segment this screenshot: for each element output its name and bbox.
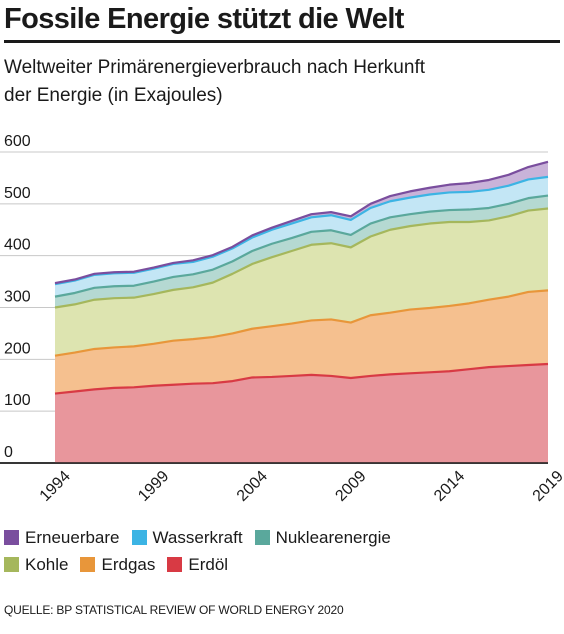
x-tick-label: 2009 <box>332 468 369 505</box>
y-tick-label: 100 <box>4 392 31 409</box>
y-tick-label: 200 <box>4 340 31 357</box>
legend-swatch <box>80 557 96 572</box>
legend-swatch <box>4 557 19 572</box>
legend-row: Kohle Erdgas Erdöl <box>4 551 560 578</box>
legend-swatch <box>131 530 147 545</box>
line-kohle <box>54 207 549 309</box>
area-erneuerbare <box>55 161 548 285</box>
area-wasserkraft <box>55 176 548 297</box>
y-tick-label: 0 <box>4 444 13 461</box>
legend-item: Erdgas <box>80 555 155 575</box>
legend: Erneuerbare Wasserkraft Nuklearenergie Kohl… <box>4 524 560 578</box>
source-note: QUELLE: BP STATISTICAL REVIEW OF WORLD E… <box>4 603 344 617</box>
area-chart: 0 100 200 300 400 500 600 1994 1999 2004 2009 2014… <box>0 133 564 505</box>
legend-item: Erdöl <box>167 555 228 575</box>
legend-item: Kohle <box>4 555 68 575</box>
legend-item: Nuklearenergie <box>254 527 391 548</box>
subtitle-line-1: Weltweiter Primärenergieverbrauch nach H… <box>4 57 425 78</box>
legend-swatch <box>4 530 19 545</box>
legend-label: Kohle <box>25 554 69 574</box>
x-tick-label: 2004 <box>234 468 271 505</box>
line-erdoel <box>54 362 549 395</box>
area-erdoel <box>55 363 548 463</box>
area-kohle <box>55 208 548 356</box>
legend-label: Erneuerbare <box>25 527 120 547</box>
legend-label: Wasserkraft <box>152 527 243 547</box>
stacked-areas <box>0 160 549 464</box>
legend-label: Erdöl <box>188 554 229 574</box>
subtitle-line-2: der Energie (in Exajoules) <box>4 85 223 106</box>
legend-label: Erdgas <box>101 554 156 574</box>
chart-subtitle: Weltweiter Primärenergieverbrauch nach H… <box>4 54 524 110</box>
y-tick-label: 500 <box>4 185 31 202</box>
y-axis-tick-labels: 0 100 200 300 400 500 600 <box>4 133 31 461</box>
y-tick-label: 400 <box>4 237 31 254</box>
y-tick-label: 300 <box>4 289 31 306</box>
line-nuklearenergie <box>54 194 549 298</box>
legend-label: Nuklearenergie <box>275 527 391 547</box>
legend-item: Wasserkraft <box>131 527 243 548</box>
x-tick-label: 1994 <box>37 468 74 505</box>
x-tick-label: 1999 <box>135 468 172 505</box>
line-erneuerbare <box>54 160 549 285</box>
legend-swatch <box>167 557 183 572</box>
line-erdgas <box>54 289 549 357</box>
y-tick-label: 600 <box>4 133 31 150</box>
legend-row: Erneuerbare Wasserkraft Nuklearenergie <box>4 524 560 551</box>
legend-swatch <box>254 530 270 545</box>
x-tick-label: 2014 <box>431 468 468 505</box>
legend-item: Erneuerbare <box>4 528 120 548</box>
x-tick-label: 2019 <box>530 468 564 505</box>
area-erdgas <box>55 290 548 394</box>
x-axis-tick-labels: 1994 1999 2004 2009 2014 2019 <box>37 468 564 505</box>
chart-title: Fossile Energie stützt die Welt <box>4 0 560 43</box>
